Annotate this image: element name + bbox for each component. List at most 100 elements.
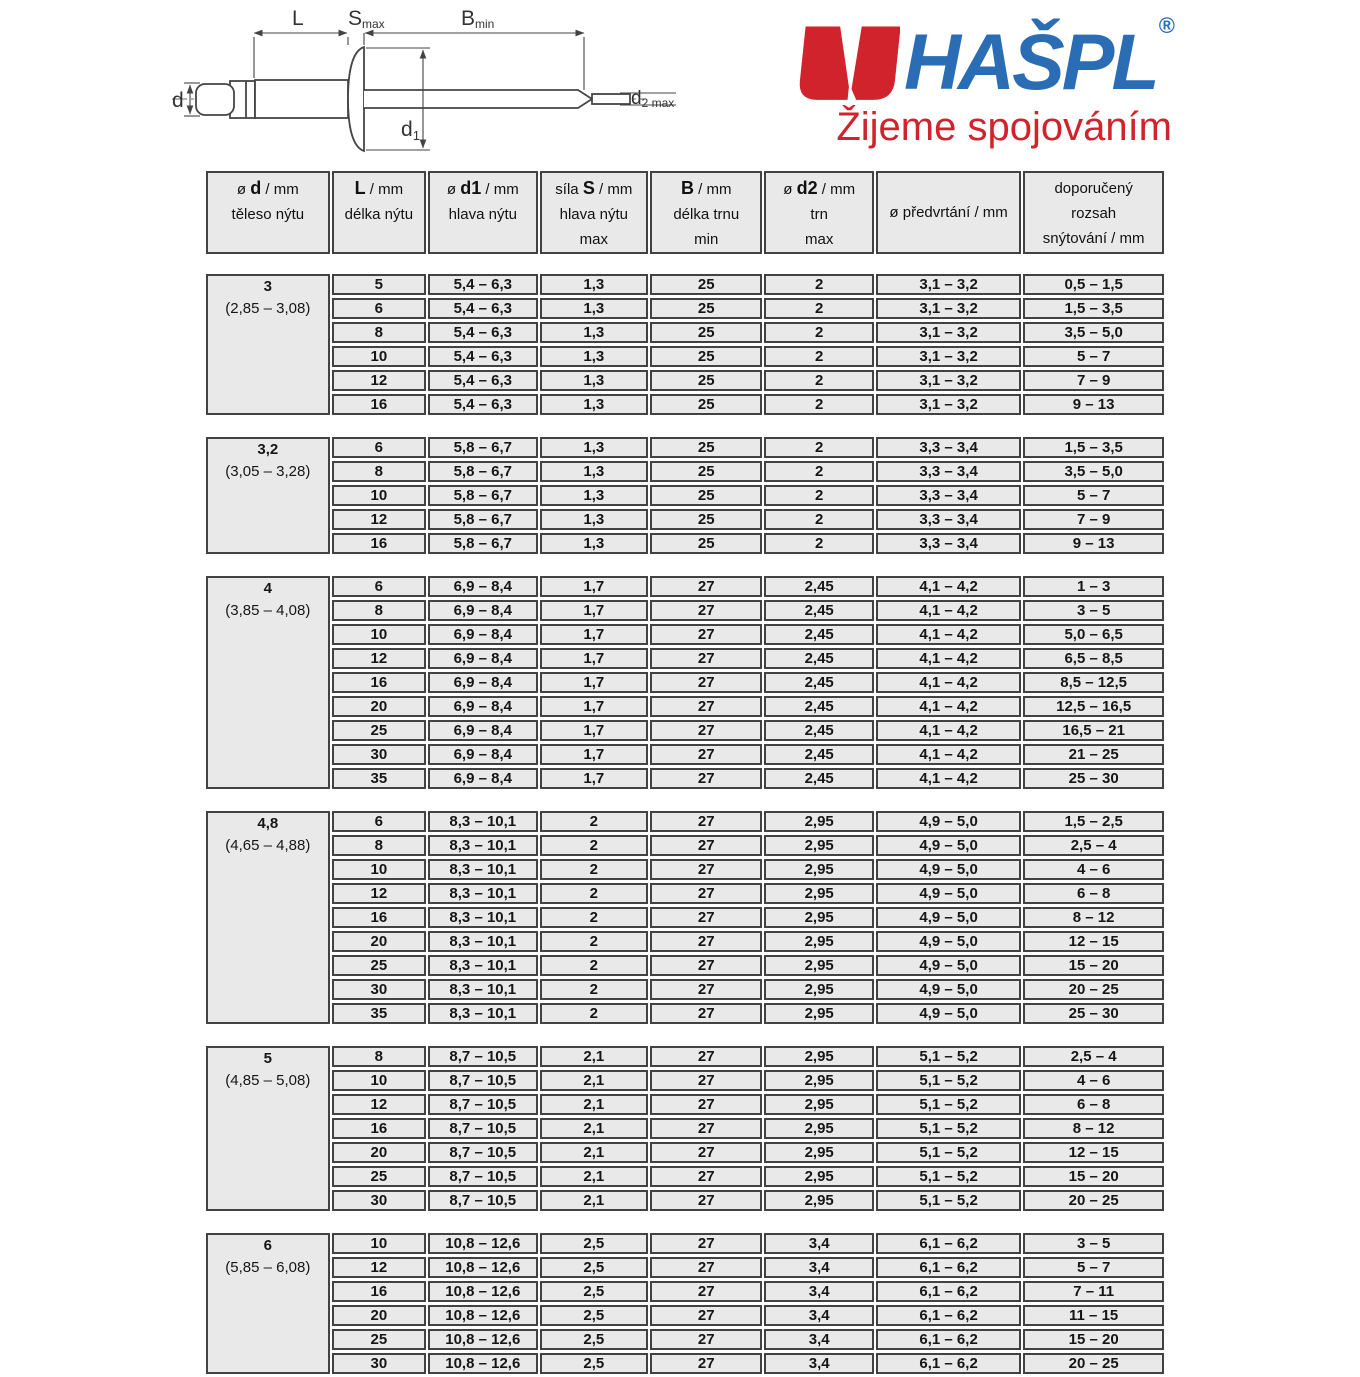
table-cell: 1,3 [539, 346, 649, 367]
diameter-value: 5 [263, 1050, 272, 1067]
header-line-sub: hlava nýtu [448, 206, 517, 223]
header-line-sub: min [694, 231, 719, 248]
column-header-4: síla S / mm hlava nýtu max [539, 171, 649, 254]
table-cell: 8,7 – 10,5 [428, 1094, 538, 1115]
table-row: 8 6,9 – 8,4 1,7 27 2,45 4,1 – 4,2 3 – 5 [206, 600, 1164, 621]
table-cell: 27 [650, 1329, 763, 1350]
table-cell: 8 [331, 461, 427, 482]
haspl-logo-mark-icon [799, 26, 900, 100]
table-cell: 3,5 – 5,0 [1023, 461, 1164, 482]
table-cell: 1,3 [539, 461, 649, 482]
table-cell: 27 [650, 720, 763, 741]
table-cell: 16,5 – 21 [1023, 720, 1164, 741]
table-cell: 5,8 – 6,7 [428, 437, 538, 458]
table-cell: 25 [331, 1166, 427, 1187]
table-cell: 2,45 [764, 672, 874, 693]
table-cell: 2,45 [764, 696, 874, 717]
table-cell: 27 [650, 672, 763, 693]
table-cell: 4,1 – 4,2 [875, 696, 1022, 717]
table-cell: 2,1 [539, 1118, 649, 1139]
table-cell: 4,9 – 5,0 [875, 979, 1022, 1000]
table-cell: 27 [650, 696, 763, 717]
label-S-max: Smax [348, 7, 385, 31]
column-header-5: B / mm délka trnu min [650, 171, 763, 254]
table-cell: 25 [650, 394, 763, 415]
table-cell: 2 [764, 461, 874, 482]
brand-name: HAŠPL® [904, 13, 1175, 106]
table-row: 12 10,8 – 12,6 2,5 27 3,4 6,1 – 6,2 5 – 7 [206, 1257, 1164, 1278]
table-cell: 27 [650, 1190, 763, 1211]
haspl-logo: HAŠPL® Žijeme spojováním [792, 13, 1175, 148]
table-cell: 10,8 – 12,6 [428, 1281, 538, 1302]
table-row: 16 5,4 – 6,3 1,3 25 2 3,1 – 3,2 9 – 13 [206, 394, 1164, 415]
header-line-main: ø předvrtání / mm [889, 204, 1008, 221]
table-cell: 20 – 25 [1023, 979, 1164, 1000]
table-cell: 8,7 – 10,5 [428, 1190, 538, 1211]
table-cell: 4,9 – 5,0 [875, 859, 1022, 880]
header-line-sub: trn [810, 206, 828, 223]
table-cell: 4,1 – 4,2 [875, 720, 1022, 741]
table-cell: 25 [650, 274, 763, 295]
table-cell: 8 [331, 835, 427, 856]
table-cell: 2,45 [764, 600, 874, 621]
table-cell: 27 [650, 1166, 763, 1187]
table-cell: 5,4 – 6,3 [428, 394, 538, 415]
table-cell: 2,5 – 4 [1023, 835, 1164, 856]
table-row: 10 8,7 – 10,5 2,1 27 2,95 5,1 – 5,2 4 – 6 [206, 1070, 1164, 1091]
column-header-2: L / mm délka nýtu [331, 171, 427, 254]
table-row: 25 8,7 – 10,5 2,1 27 2,95 5,1 – 5,2 15 – 20 [206, 1166, 1164, 1187]
table-cell: 6,1 – 6,2 [875, 1257, 1022, 1278]
table-cell: 25 – 30 [1023, 768, 1164, 789]
table-cell: 6 [331, 298, 427, 319]
spec-table-groups: 3 (2,85 – 3,08) 5 5,4 – 6,3 1,3 25 2 3,1 – 3,2 0… [204, 271, 1166, 1377]
table-cell: 2,5 [539, 1305, 649, 1326]
table-cell: 7 – 9 [1023, 509, 1164, 530]
table-cell: 3,4 [764, 1329, 874, 1350]
table-row: 3 (2,85 – 3,08) 5 5,4 – 6,3 1,3 25 2 3,1 – 3,2 0… [206, 274, 1164, 415]
table-cell: 10 [331, 1233, 427, 1254]
diameter-range: (4,65 – 4,88) [225, 837, 311, 854]
table-cell: 2,1 [539, 1142, 649, 1163]
table-cell: 3,3 – 3,4 [875, 533, 1022, 554]
table-cell: 25 [650, 437, 763, 458]
table-cell: 0,5 – 1,5 [1023, 274, 1164, 295]
logo-row: HAŠPL® [792, 13, 1175, 106]
table-cell: 1,7 [539, 720, 649, 741]
table-cell: 3,1 – 3,2 [875, 274, 1022, 295]
table-cell: 2,5 [539, 1353, 649, 1374]
table-cell: 8,3 – 10,1 [428, 835, 538, 856]
table-cell: 3,4 [764, 1281, 874, 1302]
table-cell: 4 – 6 [1023, 1070, 1164, 1091]
table-row: 20 8,7 – 10,5 2,1 27 2,95 5,1 – 5,2 12 – 15 [206, 1142, 1164, 1163]
diameter-group-cell: 6 (5,85 – 6,08) [206, 1233, 330, 1374]
table-cell: 8,3 – 10,1 [428, 907, 538, 928]
table-cell: 5,8 – 6,7 [428, 509, 538, 530]
table-row: 16 10,8 – 12,6 2,5 27 3,4 6,1 – 6,2 7 – 11 [206, 1281, 1164, 1302]
header-line-sub: délka trnu [673, 206, 740, 223]
table-cell: 25 [650, 533, 763, 554]
table-cell: 1,3 [539, 394, 649, 415]
table-cell: 6,9 – 8,4 [428, 576, 538, 597]
table-cell: 27 [650, 648, 763, 669]
diameter-group-cell: 4 (3,85 – 4,08) [206, 576, 330, 789]
table-cell: 10 [331, 485, 427, 506]
table-row: 10 5,4 – 6,3 1,3 25 2 3,1 – 3,2 5 – 7 [206, 346, 1164, 367]
table-cell: 1,7 [539, 744, 649, 765]
spec-group-table-1: 3 (2,85 – 3,08) 5 5,4 – 6,3 1,3 25 2 3,1 – 3,2 0… [204, 271, 1166, 418]
header-line-main: B / mm [681, 178, 732, 198]
table-cell: 2 [539, 883, 649, 904]
table-cell: 3,1 – 3,2 [875, 346, 1022, 367]
table-cell: 2 [764, 533, 874, 554]
table-cell: 2,95 [764, 931, 874, 952]
table-cell: 5,8 – 6,7 [428, 485, 538, 506]
table-cell: 10,8 – 12,6 [428, 1233, 538, 1254]
table-cell: 6,1 – 6,2 [875, 1233, 1022, 1254]
table-row: 25 8,3 – 10,1 2 27 2,95 4,9 – 5,0 15 – 20 [206, 955, 1164, 976]
table-cell: 1,5 – 3,5 [1023, 298, 1164, 319]
table-cell: 5 – 7 [1023, 485, 1164, 506]
table-cell: 1,7 [539, 600, 649, 621]
spec-table-header: ø d / mm těleso nýtu L / mm délka nýtu ø d1 … [204, 168, 1166, 257]
table-cell: 3,5 – 5,0 [1023, 322, 1164, 343]
table-cell: 2,95 [764, 1166, 874, 1187]
